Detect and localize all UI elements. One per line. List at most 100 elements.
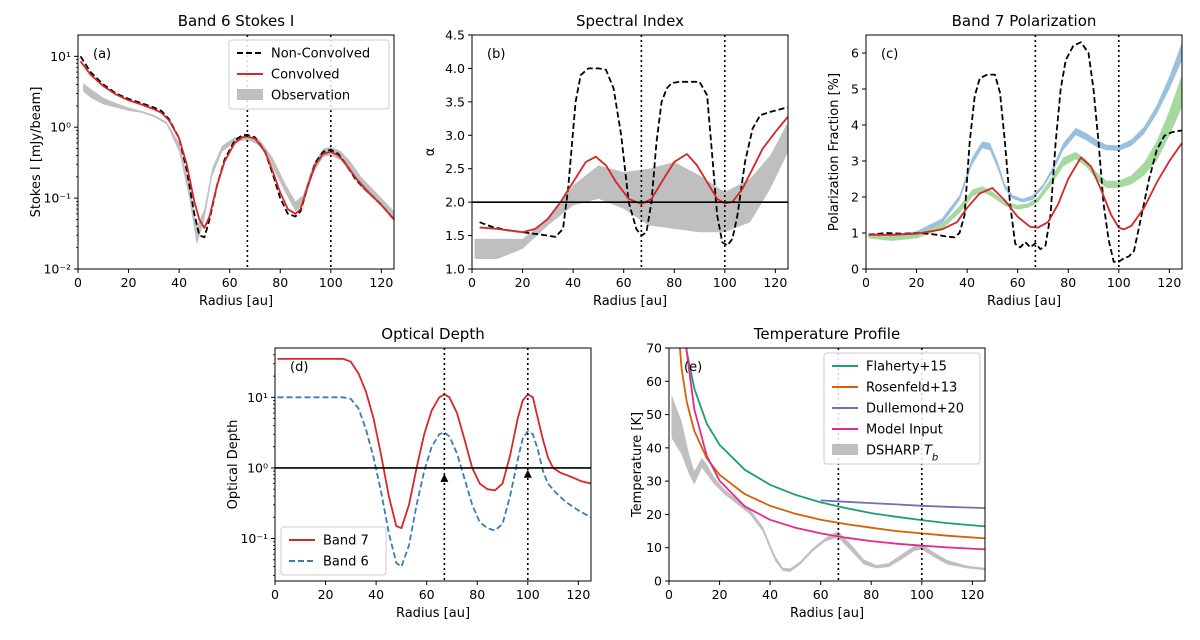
panel-tag: (c) bbox=[881, 47, 898, 62]
axes-frame bbox=[471, 34, 789, 270]
x-tick-label: 60 bbox=[419, 587, 435, 602]
y-axis-label: α bbox=[423, 148, 438, 157]
x-tick-label: 20 bbox=[121, 275, 137, 290]
x-tick-label: 80 bbox=[272, 275, 288, 290]
x-tick-label: 120 bbox=[960, 587, 984, 602]
y-tick-label: 3 bbox=[851, 154, 859, 169]
y-tick-label: 10¹ bbox=[50, 49, 71, 64]
x-axis-label: Radius [au] bbox=[396, 606, 470, 621]
y-tick-label: 3.5 bbox=[445, 94, 465, 109]
panel-c: 0 20 40 60 80 100 120 0 1 2 3 4 5 6 Band 7 Polarizatio… bbox=[827, 12, 1183, 309]
y-tick-label: 4 bbox=[851, 118, 859, 133]
y-tick-label: 30 bbox=[646, 474, 662, 489]
panel-tag: (b) bbox=[487, 47, 505, 62]
y-tick-label: 5 bbox=[851, 82, 859, 97]
legend-box bbox=[823, 352, 981, 465]
y-tick-label: 10⁰ bbox=[247, 460, 268, 475]
x-axis-label: Radius [au] bbox=[199, 294, 273, 309]
legend-label: Convolved bbox=[271, 68, 339, 83]
plot-area bbox=[472, 35, 788, 269]
legend-label: Observation bbox=[271, 89, 350, 104]
x-tick-label: 100 bbox=[713, 275, 737, 290]
x-tick-label: 40 bbox=[565, 275, 581, 290]
legend: Flaherty+15 Rosenfeld+13 Dullemond+20 Model… bbox=[823, 352, 981, 465]
panel-tag: (d) bbox=[290, 360, 308, 375]
y-tick-label: 1.5 bbox=[445, 228, 465, 243]
x-tick-label: 60 bbox=[813, 587, 829, 602]
panel-tag: (a) bbox=[93, 47, 111, 62]
x-tick-label: 20 bbox=[318, 587, 334, 602]
legend-label: Band 7 bbox=[323, 534, 369, 549]
series-line-0 bbox=[79, 55, 394, 239]
series-line-0 bbox=[277, 358, 591, 530]
series-line-3 bbox=[685, 348, 985, 551]
legend-label: Model Input bbox=[866, 423, 943, 438]
legend-label: Flaherty+15 bbox=[866, 360, 947, 375]
legend-swatch bbox=[832, 444, 858, 455]
legend-swatch bbox=[237, 89, 263, 100]
x-tick-label: 100 bbox=[516, 587, 540, 602]
x-axis-label: Radius [au] bbox=[593, 294, 667, 309]
x-tick-label: 0 bbox=[271, 587, 279, 602]
series-line-1 bbox=[479, 116, 788, 234]
y-tick-label: 6 bbox=[851, 46, 859, 61]
y-tick-label: 60 bbox=[646, 374, 662, 389]
x-axis-label: Radius [au] bbox=[987, 294, 1061, 309]
series-line-3 bbox=[868, 142, 1182, 236]
legend-box bbox=[228, 39, 390, 110]
y-axis-label: Temperature [K] bbox=[630, 412, 645, 518]
x-tick-label: 0 bbox=[74, 275, 82, 290]
legend: Band 7 Band 6 bbox=[280, 526, 387, 576]
y-tick-label: 20 bbox=[646, 507, 662, 522]
upward-marker-1 bbox=[523, 469, 532, 478]
panel-e: 0 20 40 60 80 100 120 0 10 20 30 40 50 60 70 Temperatur… bbox=[630, 325, 986, 621]
y-axis-label: Optical Depth bbox=[226, 420, 241, 510]
x-tick-label: 60 bbox=[616, 275, 632, 290]
x-tick-label: 40 bbox=[762, 587, 778, 602]
axes-frame bbox=[865, 34, 1183, 270]
plot-area bbox=[868, 35, 1182, 269]
y-tick-label: 50 bbox=[646, 407, 662, 422]
plot-area bbox=[275, 348, 591, 581]
y-tick-label: 1.0 bbox=[445, 262, 465, 277]
y-tick-label: 0 bbox=[654, 574, 662, 589]
series-band-1 bbox=[868, 74, 1182, 241]
series-line-1 bbox=[678, 348, 985, 540]
axes-frame bbox=[274, 347, 592, 582]
y-axis-label: Polarization Fraction [%] bbox=[827, 73, 842, 231]
legend-label: Dullemond+20 bbox=[866, 402, 964, 417]
panel-b: 0 20 40 60 80 100 120 1.0 1.5 2.0 2.5 3.0 3.5 4.0 4.5 S… bbox=[423, 12, 789, 309]
y-tick-label: 10⁻² bbox=[43, 262, 71, 277]
series-line-2 bbox=[868, 41, 1182, 263]
panel-title: Band 7 Polarization bbox=[952, 12, 1097, 30]
series-line-2 bbox=[820, 499, 985, 509]
x-tick-label: 0 bbox=[665, 587, 673, 602]
y-tick-label: 10⁻¹ bbox=[43, 191, 71, 206]
x-tick-label: 80 bbox=[863, 587, 879, 602]
y-tick-label: 1 bbox=[851, 226, 859, 241]
x-tick-label: 80 bbox=[666, 275, 682, 290]
x-tick-label: 0 bbox=[862, 275, 870, 290]
panel-d: 0 20 40 60 80 100 120 10⁻¹ 10⁰ 10¹ Optical Depth Ra… bbox=[226, 325, 592, 621]
y-tick-label: 4.5 bbox=[445, 28, 465, 43]
x-tick-label: 0 bbox=[468, 275, 476, 290]
y-tick-label: 10⁰ bbox=[50, 120, 71, 135]
panel-a: 0 20 40 60 80 100 120 10⁻² 10⁻¹ 10⁰ 10¹ Band 6 Stok… bbox=[29, 12, 395, 309]
legend-label: Rosenfeld+13 bbox=[866, 381, 957, 396]
series-line-0 bbox=[685, 348, 985, 528]
axes-frame bbox=[668, 347, 986, 582]
x-tick-label: 120 bbox=[566, 587, 590, 602]
x-tick-label: 120 bbox=[1157, 275, 1181, 290]
legend: Non-Convolved Convolved Observation bbox=[228, 39, 390, 110]
upward-marker-0 bbox=[440, 473, 449, 482]
x-tick-label: 80 bbox=[1060, 275, 1076, 290]
panel-title: Spectral Index bbox=[576, 12, 684, 30]
axes-frame bbox=[77, 34, 395, 270]
y-tick-label: 70 bbox=[646, 341, 662, 356]
y-tick-label: 4.0 bbox=[445, 61, 465, 76]
y-tick-label: 2.0 bbox=[445, 195, 465, 210]
panel-tag: (e) bbox=[684, 360, 702, 375]
legend-label: DSHARP Tb bbox=[866, 444, 938, 464]
panel-title: Band 6 Stokes I bbox=[178, 12, 295, 30]
